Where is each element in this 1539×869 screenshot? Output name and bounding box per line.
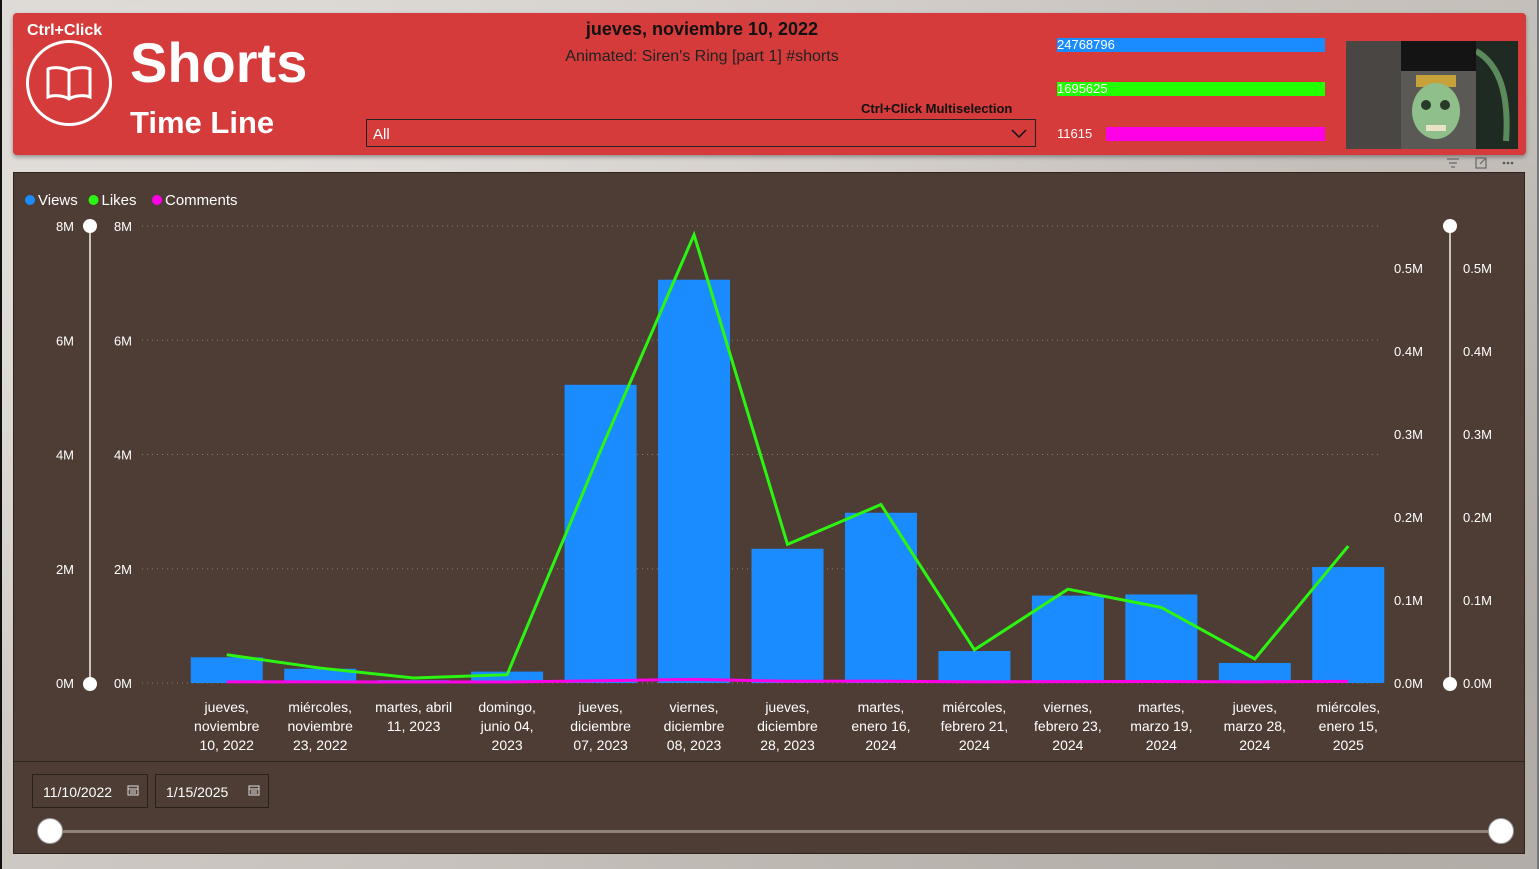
y-left-scroller-tick-label: 0M xyxy=(56,676,74,691)
x-tick-label: miércoles, febrero 21, 2024 xyxy=(941,699,1009,753)
x-tick-label: martes, marzo 19, 2024 xyxy=(1130,699,1192,753)
date-range-slicer: 11/10/2022 1/15/2025 xyxy=(13,762,1525,854)
y-right-scroller-tick-label: 0.1M xyxy=(1463,593,1492,608)
legend-label-comments: Comments xyxy=(165,192,238,209)
views-bar xyxy=(1312,567,1385,683)
x-tick-label: martes, abril 11, 2023 xyxy=(375,699,452,734)
y-right-tick-label: 0.5M xyxy=(1394,261,1423,276)
right-axis-scroll-handle-top xyxy=(1443,219,1457,233)
kpi-comments-bar xyxy=(1106,127,1325,141)
more-options-icon[interactable] xyxy=(1502,161,1514,165)
kpi-likes-value: 1695625 xyxy=(1057,81,1108,96)
window-edge-right xyxy=(1537,0,1539,869)
y-left-tick-label: 2M xyxy=(114,562,132,577)
x-tick-label: viernes, diciembre 08, 2023 xyxy=(664,699,725,753)
x-tick-label: jueves, marzo 28, 2024 xyxy=(1224,699,1286,753)
views-bar xyxy=(471,671,544,683)
y-right-tick-label: 0.3M xyxy=(1394,427,1423,442)
page-subtitle: Time Line xyxy=(130,105,275,140)
multiselection-label: Ctrl+Click Multiselection xyxy=(861,101,1013,116)
range-slider-track[interactable] xyxy=(50,830,1502,833)
legend-marker-views xyxy=(25,195,35,205)
legend-marker-likes xyxy=(88,195,99,205)
calendar-icon xyxy=(248,785,260,796)
views-bar xyxy=(564,384,637,683)
range-end-handle[interactable] xyxy=(1488,818,1514,844)
range-start-handle[interactable] xyxy=(37,818,63,844)
focus-mode-icon[interactable] xyxy=(1475,157,1487,169)
y-left-tick-label: 0M xyxy=(114,676,132,691)
start-date-field[interactable]: 11/10/2022 xyxy=(32,774,148,808)
kpi-views: 24768796 xyxy=(1057,37,1327,52)
selected-date: jueves, noviembre 10, 2022 xyxy=(585,19,819,39)
kpi-comments-value: 11615 xyxy=(1057,126,1093,141)
kpi-views-bar xyxy=(1057,38,1325,52)
ctrl-click-label: Ctrl+Click xyxy=(27,22,103,39)
left-axis-scroll-handle-top xyxy=(83,219,97,233)
page-title: Shorts xyxy=(130,31,308,94)
end-date-field[interactable]: 1/15/2025 xyxy=(155,774,269,808)
views-bar xyxy=(1218,663,1291,683)
filter-icon[interactable] xyxy=(1447,158,1459,168)
kpi-views-value: 24768796 xyxy=(1057,37,1115,52)
chevron-down-icon xyxy=(1011,129,1027,139)
comments-line xyxy=(226,677,1349,684)
kpi-likes-bar xyxy=(1057,82,1325,96)
combo-chart-svg: Views Likes Comments 0M0M2M2M4M4M6M6M8M8M … xyxy=(25,192,1492,753)
views-bar xyxy=(1031,595,1104,683)
video-slicer-dropdown[interactable]: All xyxy=(366,119,1036,147)
end-date-value: 1/15/2025 xyxy=(166,784,229,800)
x-tick-label: martes, enero 16, 2024 xyxy=(851,699,910,753)
kpi-likes: 1695625 xyxy=(1057,81,1327,96)
y-left-scroller-tick-label: 4M xyxy=(56,448,74,463)
x-tick-label: jueves, noviembre 10, 2022 xyxy=(194,699,260,753)
y-right-scroller-tick-label: 0.3M xyxy=(1463,427,1492,442)
y-right-scroller-tick-label: 0.5M xyxy=(1463,261,1492,276)
legend-marker-comments xyxy=(152,195,162,205)
window-edge-left xyxy=(0,0,2,869)
slicer-value: All xyxy=(373,126,390,143)
views-bar xyxy=(844,512,917,683)
views-bar xyxy=(658,279,731,683)
timeline-chart: Views Likes Comments 0M 0M 2M 2M 4M 4M 6M 6M 8M 8M … xyxy=(13,172,1525,762)
y-right-scroller-tick-label: 0.4M xyxy=(1463,344,1492,359)
calendar-icon xyxy=(127,785,139,796)
selected-video-title: Animated: Siren's Ring [part 1] #shorts xyxy=(565,48,839,65)
views-bar xyxy=(190,657,263,683)
x-tick-label: jueves, diciembre 07, 2023 xyxy=(570,699,631,753)
legend-label-views: Views xyxy=(38,192,78,209)
x-tick-label: miércoles, enero 15, 2025 xyxy=(1316,699,1380,753)
y-right-tick-label: 0.0M xyxy=(1394,676,1423,691)
legend-label-likes: Likes xyxy=(102,192,137,209)
book-logo-icon xyxy=(26,40,112,126)
y-left-scroller-tick-label: 6M xyxy=(56,333,74,348)
start-date-value: 11/10/2022 xyxy=(43,784,113,800)
visual-header-icons xyxy=(1444,155,1524,171)
header-banner: Ctrl+Click Shorts Time Line jueves, novi… xyxy=(13,13,1526,155)
y-left-scroller-tick-label: 8M xyxy=(56,219,74,234)
y-left-tick-label: 8M xyxy=(114,219,132,234)
right-axis-scroll-handle-bottom xyxy=(1443,677,1457,691)
x-tick-label: miércoles, noviembre 23, 2022 xyxy=(288,699,354,753)
x-tick-label: viernes, febrero 23, 2024 xyxy=(1034,699,1102,753)
y-right-tick-label: 0.4M xyxy=(1394,344,1423,359)
y-right-tick-label: 0.1M xyxy=(1394,593,1423,608)
x-tick-label: domingo, junio 04, 2023 xyxy=(478,699,536,753)
y-right-scroller-tick-label: 0.2M xyxy=(1463,510,1492,525)
likes-line xyxy=(226,230,1350,680)
y-right-tick-label: 0.2M xyxy=(1394,510,1423,525)
y-left-tick-label: 6M xyxy=(114,333,132,348)
views-bar xyxy=(1125,594,1198,683)
y-left-scroller-tick-label: 2M xyxy=(56,562,74,577)
kpi-comments: 11615 xyxy=(1057,126,1327,141)
views-bar xyxy=(938,651,1011,683)
left-axis-scroll-handle-bottom xyxy=(83,677,97,691)
views-bar xyxy=(751,548,824,683)
y-right-scroller-tick-label: 0.0M xyxy=(1463,676,1492,691)
video-thumbnail[interactable] xyxy=(1346,41,1518,149)
y-left-tick-label: 4M xyxy=(114,448,132,463)
views-bar xyxy=(284,668,357,683)
x-tick-label: jueves, diciembre 28, 2023 xyxy=(757,699,818,753)
